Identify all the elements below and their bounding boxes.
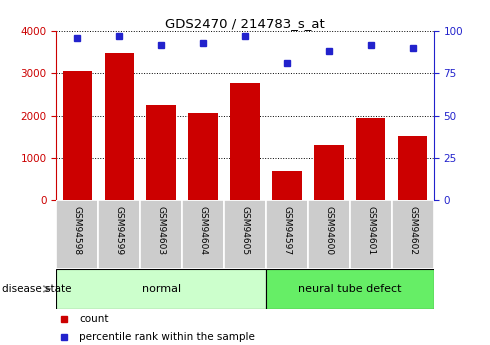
Bar: [104, 53, 134, 200]
Text: GSM94603: GSM94603: [157, 206, 166, 255]
Bar: [356, 118, 386, 200]
Text: GSM94598: GSM94598: [73, 206, 82, 255]
Title: GDS2470 / 214783_s_at: GDS2470 / 214783_s_at: [165, 17, 325, 30]
Bar: [314, 145, 343, 200]
Bar: [266, 269, 434, 309]
Bar: [230, 83, 260, 200]
Bar: [98, 200, 140, 269]
Text: GSM94597: GSM94597: [282, 206, 292, 255]
Bar: [147, 106, 176, 200]
Bar: [182, 200, 224, 269]
Bar: [398, 136, 427, 200]
Bar: [188, 112, 218, 200]
Bar: [266, 200, 308, 269]
Text: GSM94600: GSM94600: [324, 206, 333, 255]
Bar: [392, 200, 434, 269]
Text: GSM94605: GSM94605: [241, 206, 249, 255]
Text: GSM94599: GSM94599: [115, 206, 124, 255]
Text: count: count: [79, 314, 108, 324]
Bar: [272, 171, 301, 200]
Bar: [350, 200, 392, 269]
Text: GSM94602: GSM94602: [408, 206, 417, 255]
Text: neural tube defect: neural tube defect: [298, 284, 402, 294]
Text: GSM94604: GSM94604: [198, 206, 208, 255]
Text: percentile rank within the sample: percentile rank within the sample: [79, 332, 255, 342]
Bar: [308, 200, 350, 269]
Text: disease state: disease state: [2, 284, 72, 294]
Bar: [224, 200, 266, 269]
Bar: [63, 71, 92, 200]
Bar: [56, 200, 98, 269]
Text: GSM94601: GSM94601: [366, 206, 375, 255]
Bar: [56, 269, 266, 309]
Bar: [140, 200, 182, 269]
Text: normal: normal: [142, 284, 181, 294]
